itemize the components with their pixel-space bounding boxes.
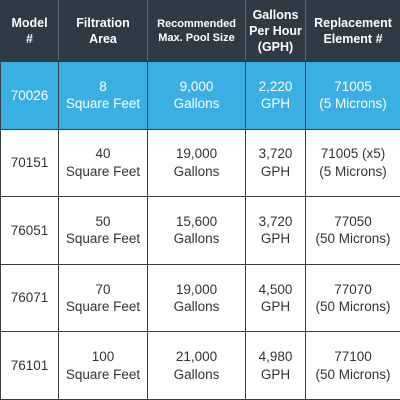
cell-line: 71005 (x5) — [320, 146, 386, 162]
table-cell: 19,000 Gallons — [147, 263, 246, 333]
cell-line: 100 — [91, 349, 115, 365]
cell-line: 19,000 — [175, 146, 218, 162]
header-cell: Filtration Area — [58, 0, 148, 62]
cell-line: 77070 — [334, 281, 372, 297]
cell-line: 76051 — [10, 222, 49, 238]
cell-line: Model — [11, 15, 48, 30]
cell-line: (50 Microns) — [315, 366, 391, 382]
cell-line: Gallons — [173, 299, 220, 315]
table-row: 70151 40 Square Feet 19,000 Gallons 3,720 GPH 7… — [0, 128, 400, 198]
cell-line: (50 Microns) — [315, 299, 391, 315]
cell-line: Gallons — [173, 96, 220, 112]
header-row: Model # Filtration Area Recommended Max. Pool… — [0, 0, 400, 62]
table-cell: 9,000 Gallons — [147, 61, 246, 130]
table-cell: 4,980 GPH — [245, 331, 306, 400]
table-cell: 76101 — [0, 331, 59, 400]
table-cell: 3,720 GPH — [245, 196, 306, 265]
cell-line: 40 — [95, 146, 111, 162]
cell-line: Recommended — [157, 17, 236, 30]
cell-line: Square Feet — [65, 163, 141, 179]
table-cell: 8 Square Feet — [58, 61, 148, 130]
table-body: 70026 8 Square Feet 9,000 Gallons 2,220 GPH 710… — [0, 61, 400, 400]
table-row: 70026 8 Square Feet 9,000 Gallons 2,220 GPH 710… — [0, 61, 400, 130]
cell-line: 70026 — [10, 87, 49, 103]
cell-line: 3,720 — [258, 213, 293, 229]
table-cell: 19,000 Gallons — [147, 128, 246, 198]
cell-line: Per Hour — [249, 23, 302, 38]
table-cell: 77050 (50 Microns) — [305, 196, 400, 265]
cell-line: Square Feet — [65, 366, 141, 382]
cell-line: 15,600 — [175, 213, 218, 229]
cell-line: Replacement — [314, 15, 392, 30]
cell-line: 3,720 — [258, 146, 293, 162]
table-row: 76101 100 Square Feet 21,000 Gallons 4,980 GPH… — [0, 331, 400, 400]
cell-line: Filtration — [76, 15, 130, 30]
cell-line: # — [26, 32, 33, 46]
table-cell: 2,220 GPH — [245, 61, 306, 130]
header-cell: Gallons Per Hour (GPH) — [245, 0, 306, 62]
cell-line: 19,000 — [175, 281, 218, 297]
cell-line: Square Feet — [65, 299, 141, 315]
table-cell: 100 Square Feet — [58, 331, 148, 400]
table-cell: 77100 (50 Microns) — [305, 331, 400, 400]
cell-line: Area — [89, 32, 117, 46]
cell-line: GPH — [260, 366, 291, 382]
cell-line: (5 Microns) — [319, 96, 387, 112]
cell-line: 9,000 — [179, 78, 214, 94]
header-cell: Recommended Max. Pool Size — [147, 0, 246, 62]
table-cell: 70026 — [0, 61, 59, 130]
table-cell: 77070 (50 Microns) — [305, 263, 400, 333]
cell-line: Gallons — [173, 231, 220, 247]
table-cell: 21,000 Gallons — [147, 331, 246, 400]
cell-line: Element # — [323, 32, 383, 46]
cell-line: 77100 — [334, 349, 372, 365]
cell-line: 70 — [95, 281, 111, 297]
cell-line: Square Feet — [65, 96, 141, 112]
cell-line: 21,000 — [175, 349, 218, 365]
table-cell: 50 Square Feet — [58, 196, 148, 265]
cell-line: 70151 — [10, 155, 49, 171]
cell-line: (5 Microns) — [319, 163, 387, 179]
table-cell: 70151 — [0, 128, 59, 198]
table-cell: 71005 (x5) (5 Microns) — [305, 128, 400, 198]
cell-line: 76101 — [10, 357, 49, 373]
cell-line: 77050 — [334, 213, 372, 229]
cell-line: 4,500 — [258, 281, 293, 297]
cell-line: GPH — [260, 231, 291, 247]
table-cell: 71005 (5 Microns) — [305, 61, 400, 130]
cell-line: (50 Microns) — [315, 231, 391, 247]
cell-line: 76071 — [10, 290, 49, 306]
table-cell: 15,600 Gallons — [147, 196, 246, 265]
table-cell: 3,720 GPH — [245, 128, 306, 198]
cell-line: (GPH) — [257, 40, 294, 55]
cell-line: 71005 — [334, 78, 372, 94]
table-row: 76051 50 Square Feet 15,600 Gallons 3,720 GPH 7… — [0, 196, 400, 265]
table-cell: 76051 — [0, 196, 59, 265]
cell-line: Gallons — [173, 163, 220, 179]
header-cell: Model # — [0, 0, 59, 62]
cell-line: Gallons — [173, 366, 220, 382]
cell-line: 8 — [99, 78, 107, 94]
table-cell: 70 Square Feet — [58, 263, 148, 333]
header-cell: Replacement Element # — [305, 0, 400, 62]
table-cell: 40 Square Feet — [58, 128, 148, 198]
cell-line: Max. Pool Size — [158, 32, 235, 44]
cell-line: GPH — [260, 299, 291, 315]
table-cell: 4,500 GPH — [245, 263, 306, 333]
cell-line: Square Feet — [65, 231, 141, 247]
cell-line: GPH — [260, 163, 291, 179]
cell-line: 50 — [95, 213, 111, 229]
cell-line: GPH — [260, 96, 291, 112]
table-row: 76071 70 Square Feet 19,000 Gallons 4,500 GPH 7… — [0, 263, 400, 333]
cell-line: 2,220 — [258, 78, 293, 94]
table-cell: 76071 — [0, 263, 59, 333]
cell-line: 4,980 — [258, 349, 293, 365]
cell-line: Gallons — [252, 7, 299, 22]
